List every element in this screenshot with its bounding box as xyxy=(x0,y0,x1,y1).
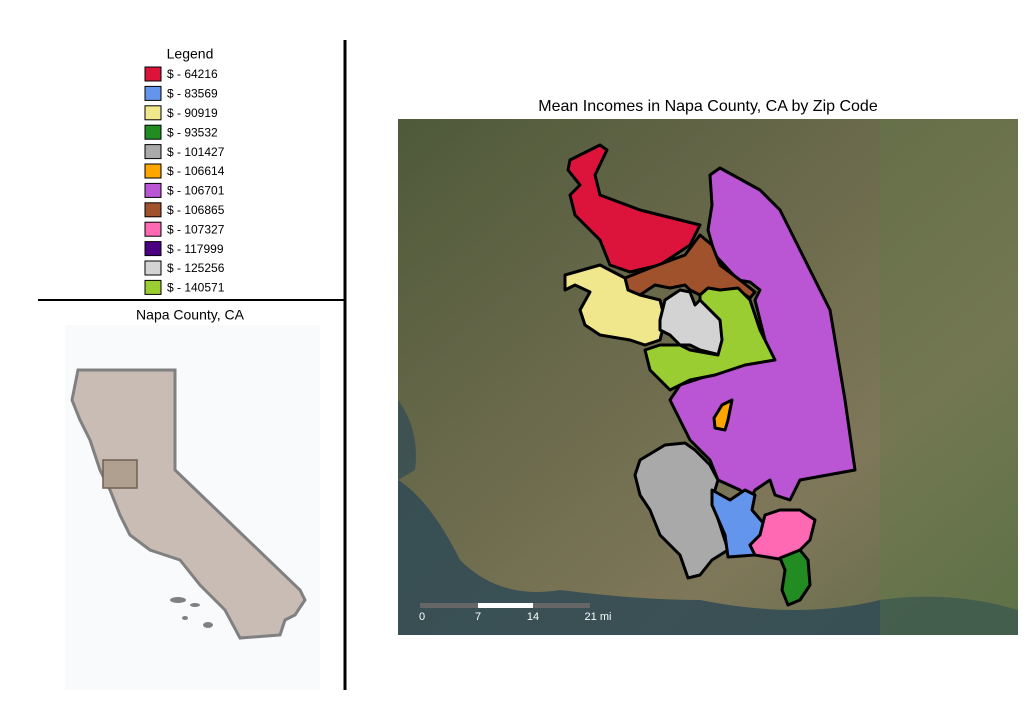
scale-segment xyxy=(478,603,533,608)
legend-label: $ - 64216 xyxy=(167,67,218,81)
zip-regions xyxy=(563,143,857,607)
legend-label: $ - 117999 xyxy=(167,242,224,256)
zip-region xyxy=(643,286,777,392)
legend-label: $ - 83569 xyxy=(167,87,218,101)
legend: $ - 64216 $ - 83569 $ - 90919 $ - 93532 $ - … xyxy=(144,66,225,295)
scale-bar xyxy=(420,603,590,608)
bay-water xyxy=(398,480,1018,635)
california xyxy=(70,368,307,640)
inset-extent xyxy=(102,459,138,489)
legend-swatch xyxy=(144,144,162,160)
scale-label: 0 xyxy=(419,611,425,623)
legend-title: Legend xyxy=(167,46,214,62)
scale-label: 7 xyxy=(475,611,481,623)
legend-label: $ - 140571 xyxy=(167,281,225,295)
legend-swatch xyxy=(144,182,162,198)
zip-region xyxy=(712,398,734,432)
scale-label: 21 mi xyxy=(585,611,612,623)
scale-label: 14 xyxy=(527,611,539,623)
legend-swatch xyxy=(144,221,162,237)
legend-swatch xyxy=(144,85,162,101)
legend-swatch xyxy=(144,241,162,257)
zip-region xyxy=(563,263,667,347)
scale-labels: 0 7 14 21 mi xyxy=(419,611,612,623)
zip-region xyxy=(778,548,812,607)
valley-farmland xyxy=(880,119,1018,635)
map-title: Mean Incomes in Napa County, CA by Zip C… xyxy=(538,98,878,115)
zip-region xyxy=(633,441,730,580)
water xyxy=(398,400,416,480)
legend-swatch xyxy=(144,202,162,218)
scale-segment xyxy=(420,603,478,608)
legend-label: $ - 106701 xyxy=(167,184,225,198)
legend-label: $ - 90919 xyxy=(167,106,218,120)
legend-swatch xyxy=(144,260,162,276)
legend-label: $ - 106614 xyxy=(167,164,225,178)
legend-label: $ - 93532 xyxy=(167,125,218,139)
legend-swatch xyxy=(144,66,162,82)
scale-segment xyxy=(533,603,590,608)
inset-title: Napa County, CA xyxy=(136,307,245,323)
legend-swatch xyxy=(144,163,162,179)
legend-label: $ - 106865 xyxy=(167,203,225,217)
legend-label: $ - 101427 xyxy=(167,145,225,159)
islands xyxy=(170,597,213,628)
legend-swatch xyxy=(144,105,162,121)
legend-label: $ - 107327 xyxy=(167,222,225,236)
legend-label: $ - 125256 xyxy=(167,261,225,275)
legend-swatch xyxy=(144,124,162,140)
legend-swatch xyxy=(144,279,162,295)
